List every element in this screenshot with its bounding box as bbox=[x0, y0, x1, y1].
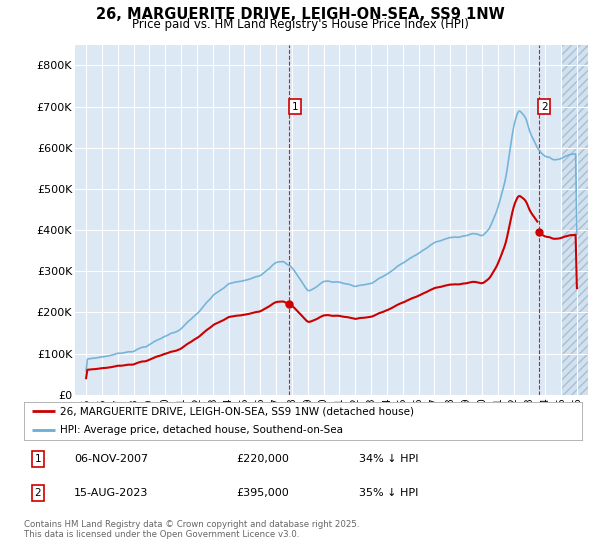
Text: 1: 1 bbox=[35, 454, 41, 464]
Text: £395,000: £395,000 bbox=[236, 488, 289, 498]
Text: Contains HM Land Registry data © Crown copyright and database right 2025.
This d: Contains HM Land Registry data © Crown c… bbox=[24, 520, 359, 539]
Text: 15-AUG-2023: 15-AUG-2023 bbox=[74, 488, 149, 498]
Text: £220,000: £220,000 bbox=[236, 454, 289, 464]
Text: 35% ↓ HPI: 35% ↓ HPI bbox=[359, 488, 418, 498]
Text: 1: 1 bbox=[292, 101, 298, 111]
Text: Price paid vs. HM Land Registry's House Price Index (HPI): Price paid vs. HM Land Registry's House … bbox=[131, 18, 469, 31]
Bar bbox=[561, 45, 593, 395]
Text: HPI: Average price, detached house, Southend-on-Sea: HPI: Average price, detached house, Sout… bbox=[60, 424, 343, 435]
Text: 26, MARGUERITE DRIVE, LEIGH-ON-SEA, SS9 1NW (detached house): 26, MARGUERITE DRIVE, LEIGH-ON-SEA, SS9 … bbox=[60, 407, 414, 417]
Text: 34% ↓ HPI: 34% ↓ HPI bbox=[359, 454, 418, 464]
Text: 26, MARGUERITE DRIVE, LEIGH-ON-SEA, SS9 1NW: 26, MARGUERITE DRIVE, LEIGH-ON-SEA, SS9 … bbox=[95, 7, 505, 22]
Bar bbox=[561, 45, 593, 395]
Text: 06-NOV-2007: 06-NOV-2007 bbox=[74, 454, 148, 464]
Text: 2: 2 bbox=[35, 488, 41, 498]
Text: 2: 2 bbox=[541, 101, 548, 111]
